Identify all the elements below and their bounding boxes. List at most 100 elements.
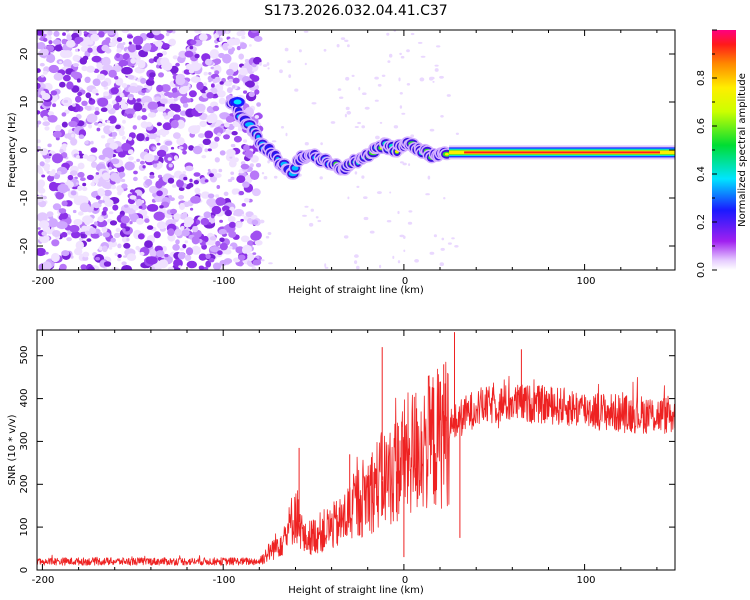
noise-blob: [343, 235, 349, 239]
noise-blob: [399, 105, 403, 109]
noise-blob: [82, 256, 89, 261]
noise-blob: [243, 197, 250, 203]
noise-blob: [154, 96, 161, 102]
spectrogram-xtick-label: -100: [213, 276, 236, 287]
noise-blob: [88, 124, 93, 129]
noise-blob: [112, 204, 119, 211]
noise-blob: [304, 142, 309, 146]
noise-blob: [74, 247, 83, 256]
noise-blob: [144, 43, 152, 50]
noise-blob: [90, 182, 95, 187]
noise-blob: [78, 134, 85, 139]
noise-blob: [100, 135, 106, 139]
noise-blob: [183, 216, 194, 226]
noise-blob: [170, 103, 181, 111]
noise-blob: [56, 170, 62, 175]
noise-blob: [108, 69, 117, 78]
noise-blob: [178, 265, 182, 268]
noise-blob: [156, 130, 163, 136]
noise-blob: [154, 40, 163, 48]
noise-blob: [110, 184, 117, 190]
noise-blob: [406, 83, 411, 86]
noise-blob: [208, 173, 214, 178]
noise-blob: [145, 121, 153, 127]
noise-blob: [265, 235, 270, 239]
noise-blob: [149, 248, 157, 257]
noise-blob: [285, 132, 288, 137]
noise-blob: [114, 252, 119, 256]
snr-xlabel: Height of straight line (km): [288, 585, 424, 596]
noise-blob: [52, 130, 62, 138]
noise-blob: [127, 136, 133, 141]
noise-blob: [44, 251, 49, 255]
noise-blob: [118, 59, 129, 67]
noise-blob: [132, 125, 137, 130]
noise-blob: [108, 246, 113, 250]
noise-blob: [171, 92, 179, 99]
noise-blob: [271, 140, 277, 143]
noise-blob: [66, 237, 72, 242]
noise-blob: [354, 171, 358, 175]
noise-blob: [82, 154, 89, 159]
noise-blob: [47, 143, 52, 148]
noise-blob: [101, 123, 106, 127]
noise-blob: [67, 230, 72, 235]
noise-blob: [238, 190, 245, 196]
noise-blob: [42, 195, 47, 200]
noise-blob: [256, 102, 261, 107]
noise-blob: [118, 171, 126, 178]
noise-blob: [82, 251, 90, 258]
noise-blob: [315, 216, 319, 219]
noise-blob: [127, 44, 137, 53]
noise-blob: [192, 225, 199, 233]
noise-blob: [219, 237, 225, 243]
noise-blob: [249, 44, 252, 47]
noise-blob: [419, 77, 425, 82]
noise-blob: [98, 232, 103, 237]
noise-blob: [84, 36, 91, 44]
noise-blob: [46, 53, 56, 64]
noise-blob: [219, 37, 223, 42]
noise-blob: [198, 253, 207, 261]
noise-blob: [440, 247, 445, 251]
noise-blob: [386, 32, 390, 36]
noise-blob: [392, 255, 395, 259]
noise-blob: [170, 208, 177, 215]
noise-blob: [320, 142, 323, 146]
noise-blob: [215, 240, 221, 247]
chart-title: S173.2026.032.04.41.C37: [264, 3, 447, 19]
noise-blob: [103, 189, 112, 197]
snr-ytick-label: 100: [19, 517, 30, 536]
noise-blob: [108, 166, 113, 171]
noise-blob: [176, 137, 185, 146]
noise-blob: [87, 47, 93, 53]
noise-blob: [206, 92, 214, 99]
noise-blob: [136, 158, 141, 162]
snr-ytick-label: 200: [19, 474, 30, 493]
noise-blob: [47, 115, 58, 123]
noise-blob: [190, 39, 197, 45]
noise-blob: [128, 41, 132, 45]
noise-blob: [324, 263, 327, 268]
noise-blob: [194, 187, 201, 194]
noise-blob: [75, 48, 79, 52]
noise-blob: [123, 255, 128, 258]
noise-blob: [170, 120, 179, 129]
noise-blob: [217, 250, 223, 256]
noise-blob: [225, 30, 229, 34]
noise-blob: [68, 129, 73, 134]
noise-blob: [213, 127, 224, 135]
noise-blob: [432, 80, 435, 83]
noise-blob: [238, 67, 249, 76]
noise-blob: [53, 72, 64, 81]
noise-blob: [156, 122, 162, 126]
noise-blob: [198, 265, 205, 270]
noise-blob: [446, 94, 451, 97]
noise-blob: [240, 235, 250, 243]
noise-blob: [241, 203, 246, 207]
noise-blob: [156, 190, 163, 197]
spectrogram-ytick-label: 10: [19, 96, 30, 109]
noise-blob: [254, 89, 260, 95]
noise-blob: [357, 121, 361, 125]
snr-spikes: [298, 332, 522, 558]
